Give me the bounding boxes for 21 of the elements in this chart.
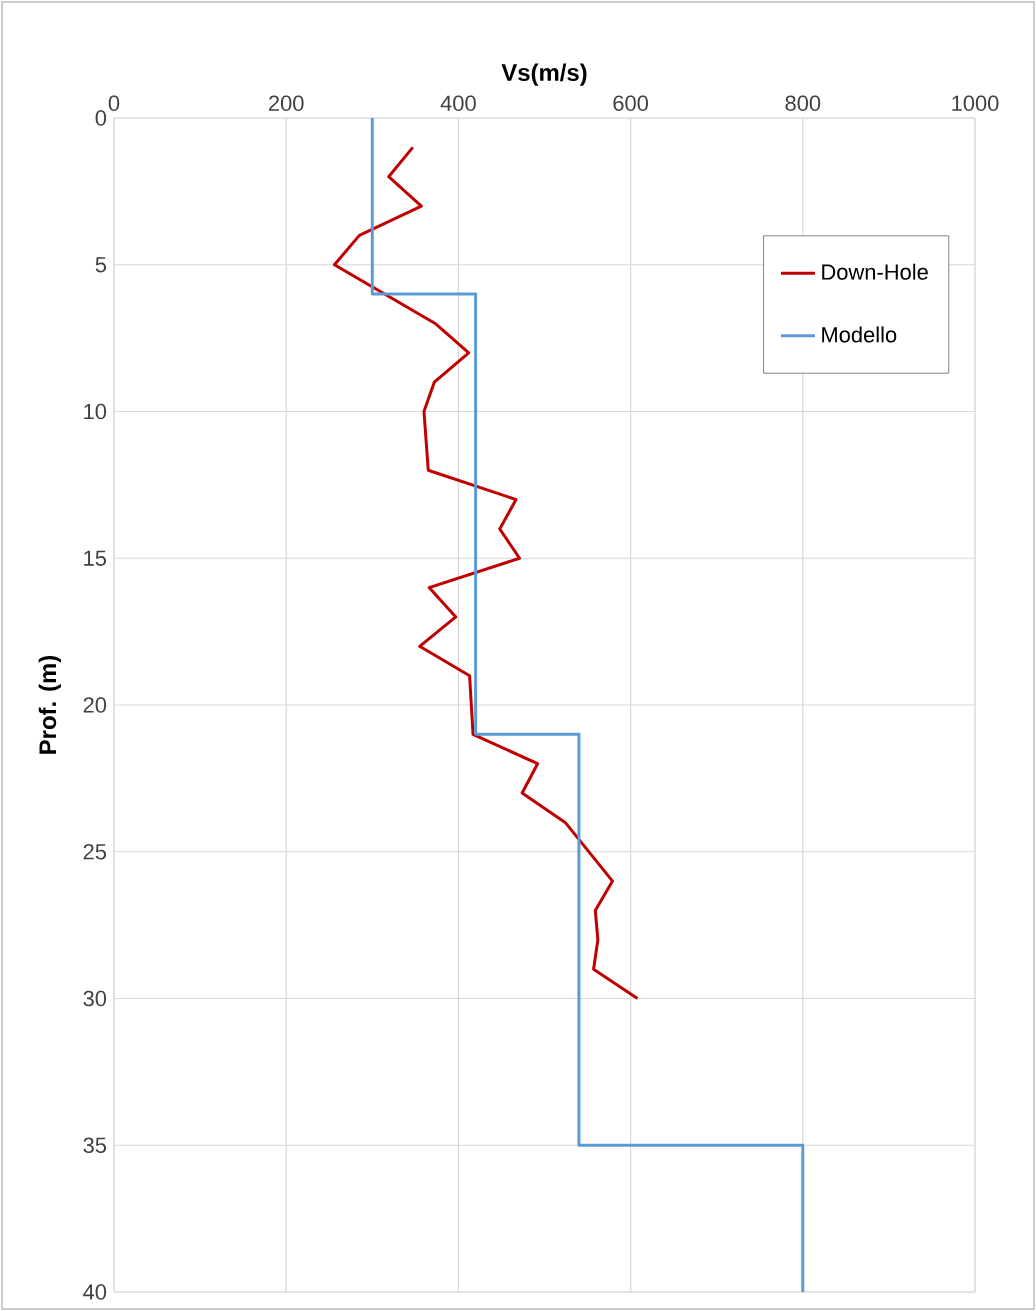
line-series bbox=[332, 145, 639, 1001]
y-tick-label: 25 bbox=[83, 844, 107, 860]
line-series bbox=[370, 118, 805, 1293]
y-tick-label: 30 bbox=[83, 990, 107, 1007]
x-tick-label: 0 bbox=[108, 95, 120, 111]
x-tick-label: 800 bbox=[785, 95, 821, 111]
x-tick-label: 600 bbox=[613, 95, 649, 111]
x-tick-label: 1000 bbox=[952, 95, 999, 111]
x-axis-title: Vs(m/s) bbox=[501, 63, 587, 86]
x-tick-label: 200 bbox=[269, 95, 304, 111]
legend-label: Down-Hole bbox=[822, 263, 928, 280]
y-tick-label: 0 bbox=[95, 110, 107, 126]
y-axis-title: Prof. (m) bbox=[38, 655, 61, 754]
x-tick-label: 400 bbox=[440, 95, 476, 111]
y-tick-label: 40 bbox=[83, 1284, 107, 1300]
y-tick-label: 10 bbox=[84, 403, 107, 420]
y-tick-label: 5 bbox=[95, 257, 107, 273]
y-tick-label: 15 bbox=[84, 550, 107, 566]
legend-label: Modello bbox=[822, 326, 897, 343]
y-tick-label: 20 bbox=[83, 697, 107, 713]
y-tick-label: 35 bbox=[83, 1137, 107, 1154]
